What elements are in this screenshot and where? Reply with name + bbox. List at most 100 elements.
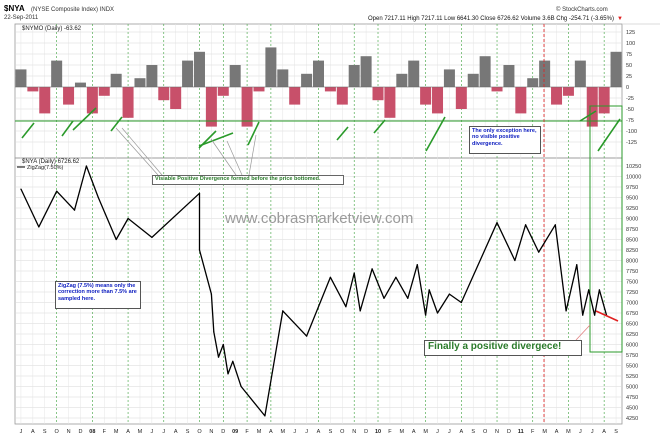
data-point: [217, 356, 220, 358]
pointer-line-red: [575, 324, 591, 341]
y-tick-label: 8750: [626, 227, 638, 233]
histogram-bar: [539, 60, 551, 87]
x-tick-label: M: [138, 429, 143, 435]
watermark: www.cobrasmarketview.com: [224, 210, 413, 227]
y-tick-label: 5250: [626, 374, 638, 380]
histogram-bar: [467, 73, 479, 87]
x-tick-label: J: [20, 429, 23, 435]
price-legend: $NYA (Daily) 6726.62: [22, 159, 80, 165]
histogram-bar: [15, 69, 27, 87]
y-tick-label: 0: [626, 85, 629, 91]
pointer-line: [121, 127, 163, 176]
divergence-trendlines: [21, 107, 621, 152]
data-point: [222, 343, 224, 346]
x-tick-label: J: [448, 429, 451, 435]
x-tick-label: F: [531, 429, 535, 435]
histogram-bar: [313, 60, 324, 87]
pointer-line: [115, 127, 159, 176]
histogram-bar: [301, 73, 313, 87]
histogram-bar: [551, 87, 563, 105]
data-point: [210, 293, 212, 295]
y-tick-label: 5750: [626, 353, 638, 359]
y-tick-label: 75: [626, 52, 632, 58]
y-tick-label: 4500: [626, 406, 638, 412]
histogram-bar: [479, 56, 491, 87]
histogram-bar: [491, 87, 503, 92]
data-point: [416, 264, 418, 266]
symbol-title: $NYA: [4, 4, 25, 13]
trendline: [21, 122, 35, 139]
histogram-bar: [384, 87, 396, 118]
data-point: [198, 192, 201, 194]
data-point: [232, 360, 234, 362]
histogram-bar: [598, 87, 610, 114]
x-tick-label: D: [78, 429, 82, 435]
data-point: [227, 373, 229, 375]
y-tick-label: 6250: [626, 332, 638, 338]
trendline: [597, 118, 621, 152]
data-point: [395, 276, 397, 278]
data-point: [598, 289, 600, 291]
y-tick-label: 50: [626, 63, 632, 69]
histogram-bar: [336, 87, 348, 105]
zigzag-legend: ZigZag(7.50%): [27, 165, 64, 171]
change-down-icon: ▼: [617, 16, 623, 22]
data-point: [56, 190, 58, 192]
x-tick-label: D: [364, 429, 368, 435]
data-point: [127, 217, 129, 220]
data-point: [198, 249, 201, 251]
histogram-bar: [158, 87, 170, 101]
x-tick-label: O: [483, 429, 488, 435]
y-tick-label: -50: [626, 107, 634, 113]
data-point: [353, 272, 355, 274]
y-tick-label: 10000: [626, 175, 641, 181]
price-divergence-line: [595, 310, 619, 322]
chart-date: 22-Sep-2011: [4, 15, 39, 21]
x-tick-label: N: [209, 429, 213, 435]
data-point: [428, 289, 430, 291]
histogram-bar: [277, 69, 289, 87]
breadth-legend: $NYMO (Daily) -63.62: [22, 26, 82, 32]
x-tick-label: 11: [518, 429, 524, 435]
x-tick-label: A: [412, 429, 416, 435]
histogram-bar: [39, 87, 51, 114]
x-tick-label: A: [602, 429, 606, 435]
data-point: [38, 226, 40, 228]
trendline: [373, 119, 386, 134]
data-point: [213, 331, 215, 333]
histogram-bar: [27, 87, 39, 92]
data-point: [371, 268, 373, 270]
trendline: [579, 110, 597, 122]
x-tick-label: S: [186, 429, 190, 435]
data-point: [151, 236, 153, 238]
axis-ticks: 125 100 75 50 25 0 -25 -50 -75 -100 -125 10250 10000…: [20, 30, 642, 435]
histogram-bar: [408, 60, 420, 87]
x-tick-label: N: [67, 429, 71, 435]
histogram-bar: [372, 87, 384, 101]
histogram-bar: [51, 60, 63, 87]
data-point: [305, 335, 308, 337]
x-tick-label: A: [459, 429, 463, 435]
data-point: [85, 165, 88, 167]
data-point: [345, 306, 347, 308]
histogram-bar: [253, 87, 265, 92]
histogram-bar: [586, 87, 598, 127]
x-tick-label: A: [269, 429, 273, 435]
data-point: [594, 314, 596, 316]
histogram-bar: [134, 78, 146, 87]
y-tick-label: 7250: [626, 290, 638, 296]
histogram-bar: [217, 87, 229, 96]
x-tick-label: J: [579, 429, 582, 435]
y-tick-label: 4750: [626, 395, 638, 401]
histogram-bar: [241, 87, 253, 127]
pointer-line: [226, 140, 243, 176]
y-tick-label: 8250: [626, 248, 638, 254]
y-tick-label: 9750: [626, 185, 638, 191]
y-tick-label: 5000: [626, 385, 638, 391]
histogram-bar: [193, 51, 205, 87]
y-tick-label: 8000: [626, 259, 638, 265]
x-tick-label: O: [340, 429, 345, 435]
final-note: Finally a positive divergece!: [424, 340, 582, 356]
data-point: [329, 276, 332, 278]
